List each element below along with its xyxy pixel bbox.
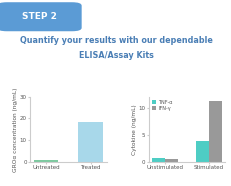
Text: ELISA/Assay Kits: ELISA/Assay Kits	[78, 51, 153, 60]
Bar	[33, 160, 58, 162]
Text: Quantify your results with our dependable: Quantify your results with our dependabl…	[19, 36, 212, 45]
Y-axis label: Cytokine (ng/mL): Cytokine (ng/mL)	[131, 104, 136, 155]
Bar	[164, 158, 177, 162]
Y-axis label: GROα concentration (ng/mL): GROα concentration (ng/mL)	[13, 87, 18, 171]
Bar	[208, 101, 221, 162]
FancyBboxPatch shape	[0, 2, 81, 31]
Bar	[152, 158, 164, 162]
Bar	[78, 122, 103, 162]
Bar	[195, 141, 208, 162]
Legend: TNF-α, IFN-γ: TNF-α, IFN-γ	[150, 99, 173, 111]
Text: STEP 2: STEP 2	[22, 12, 57, 21]
